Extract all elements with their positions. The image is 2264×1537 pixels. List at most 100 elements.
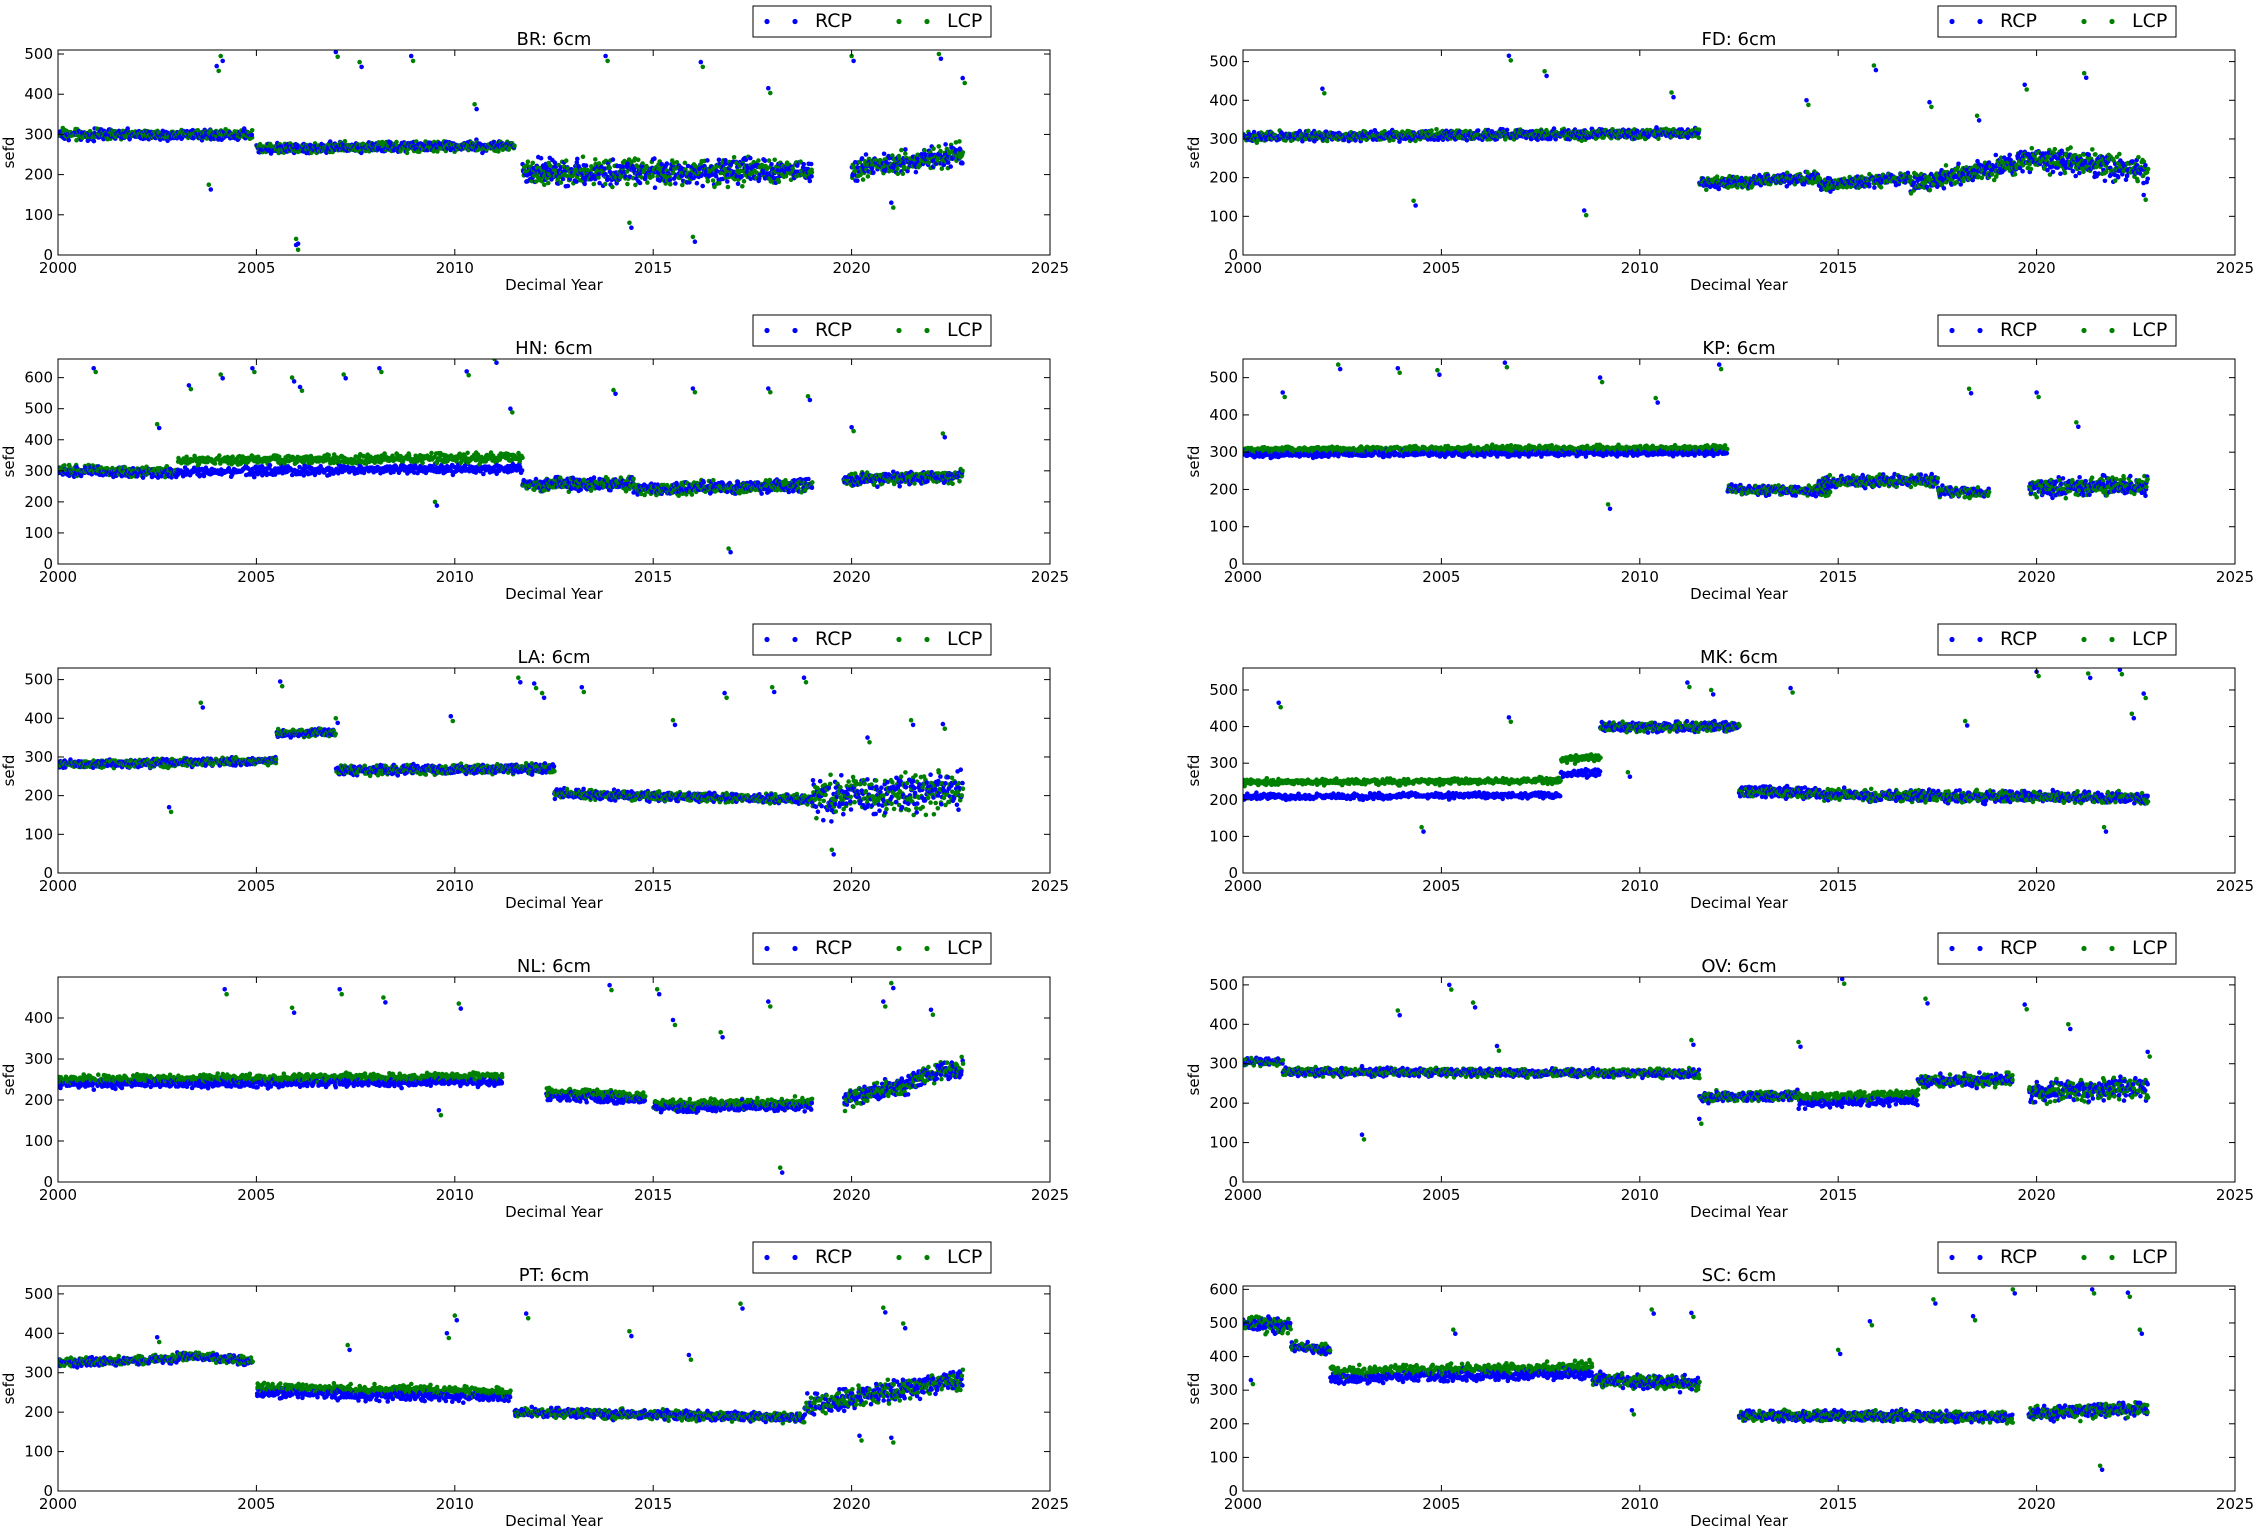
lcp-point [895,171,901,177]
lcp-point [809,169,815,175]
lcp-point [1583,212,1589,218]
lcp-point [712,184,717,190]
legend-label: LCP [947,10,982,32]
lcp-point [2028,166,2034,172]
rcp-point [801,161,806,167]
lcp-point [625,181,630,187]
x-tick-label: 2025 [1031,259,1069,277]
rcp-point [757,176,762,181]
rcp-point [745,165,751,171]
rcp-point [1872,185,1877,190]
lcp-point [74,138,79,143]
rcp-point [295,241,301,246]
rcp-point [889,200,894,205]
rcp-point [560,176,566,182]
rcp-point [1956,161,1961,167]
data-points [58,50,967,253]
lcp-point [1324,138,1330,144]
rcp-point [913,169,919,175]
lcp-point [2117,151,2122,157]
lcp-point [2081,70,2087,76]
lcp-point [1871,63,1877,68]
lcp-point [922,148,927,153]
chart-title: BR: 6cm [517,29,592,50]
lcp-point [335,54,341,60]
lcp-point [558,180,564,185]
lcp-point [2090,147,2095,152]
lcp-point [862,159,868,164]
lcp-point [1943,163,1949,168]
lcp-point [342,139,348,144]
rcp-point [1251,129,1257,135]
rcp-point [2077,170,2082,176]
rcp-point [66,137,71,143]
lcp-point [931,146,936,151]
rcp-point [2145,176,2150,182]
lcp-point [860,177,866,182]
rcp-point [1941,186,1947,191]
lcp-point [596,175,601,180]
rcp-point [359,150,364,156]
rcp-point [2115,175,2121,180]
rcp-point [938,56,944,62]
rcp-point [652,185,658,190]
rcp-point [667,177,673,183]
lcp-point [1714,174,1720,179]
lcp-point [2143,197,2148,202]
lcp-point [645,180,650,185]
lcp-point [1411,198,1416,204]
rcp-point [637,180,643,186]
lcp-point [766,158,772,163]
lcp-point [866,156,872,162]
rcp-point [208,187,214,192]
rcp-point [583,163,589,168]
legend-marker [896,18,902,25]
rcp-point [214,63,219,69]
lcp-point [2135,178,2140,184]
lcp-point [1929,104,1934,110]
lcp-point [939,166,945,171]
lcp-point [772,157,777,163]
lcp-point [249,128,255,133]
lcp-point [717,180,722,186]
rcp-point [851,58,856,64]
rcp-point [960,75,965,81]
lcp-point [926,160,931,165]
rcp-point [859,156,865,161]
lcp-point [563,158,569,163]
lcp-point [1878,185,1884,190]
lcp-point [435,149,440,154]
lcp-point [624,169,630,174]
rcp-point [1300,138,1305,144]
lcp-point [957,139,962,144]
y-tick-label: 300 [24,125,53,143]
lcp-point [798,159,803,164]
rcp-point [809,173,814,179]
x-axis-label: Decimal Year [505,276,604,294]
rcp-point [474,106,479,112]
chart-panel-1: 2000 2005 2010 2015 2020 20250100200300400500… [1185,5,2254,294]
rcp-point [333,50,339,55]
rcp-point [1804,98,1809,103]
rcp-point [249,132,255,138]
lcp-point [512,143,517,148]
rcp-point [574,160,580,165]
lcp-point [756,158,761,163]
lcp-point [1669,90,1674,95]
lcp-point [640,161,645,166]
lcp-point [734,160,739,166]
rcp-point [1976,118,1982,123]
rcp-point [391,148,397,153]
lcp-point [783,173,789,179]
lcp-point [607,165,612,171]
rcp-point [705,158,710,163]
rcp-point [603,53,608,59]
lcp-point [591,181,597,187]
rcp-point [1506,53,1512,59]
rcp-point [2022,82,2027,88]
rcp-point [716,157,722,163]
lcp-point [895,166,900,171]
rcp-point [327,139,333,144]
y-tick-label: 200 [24,166,53,184]
rcp-point [2086,152,2092,157]
